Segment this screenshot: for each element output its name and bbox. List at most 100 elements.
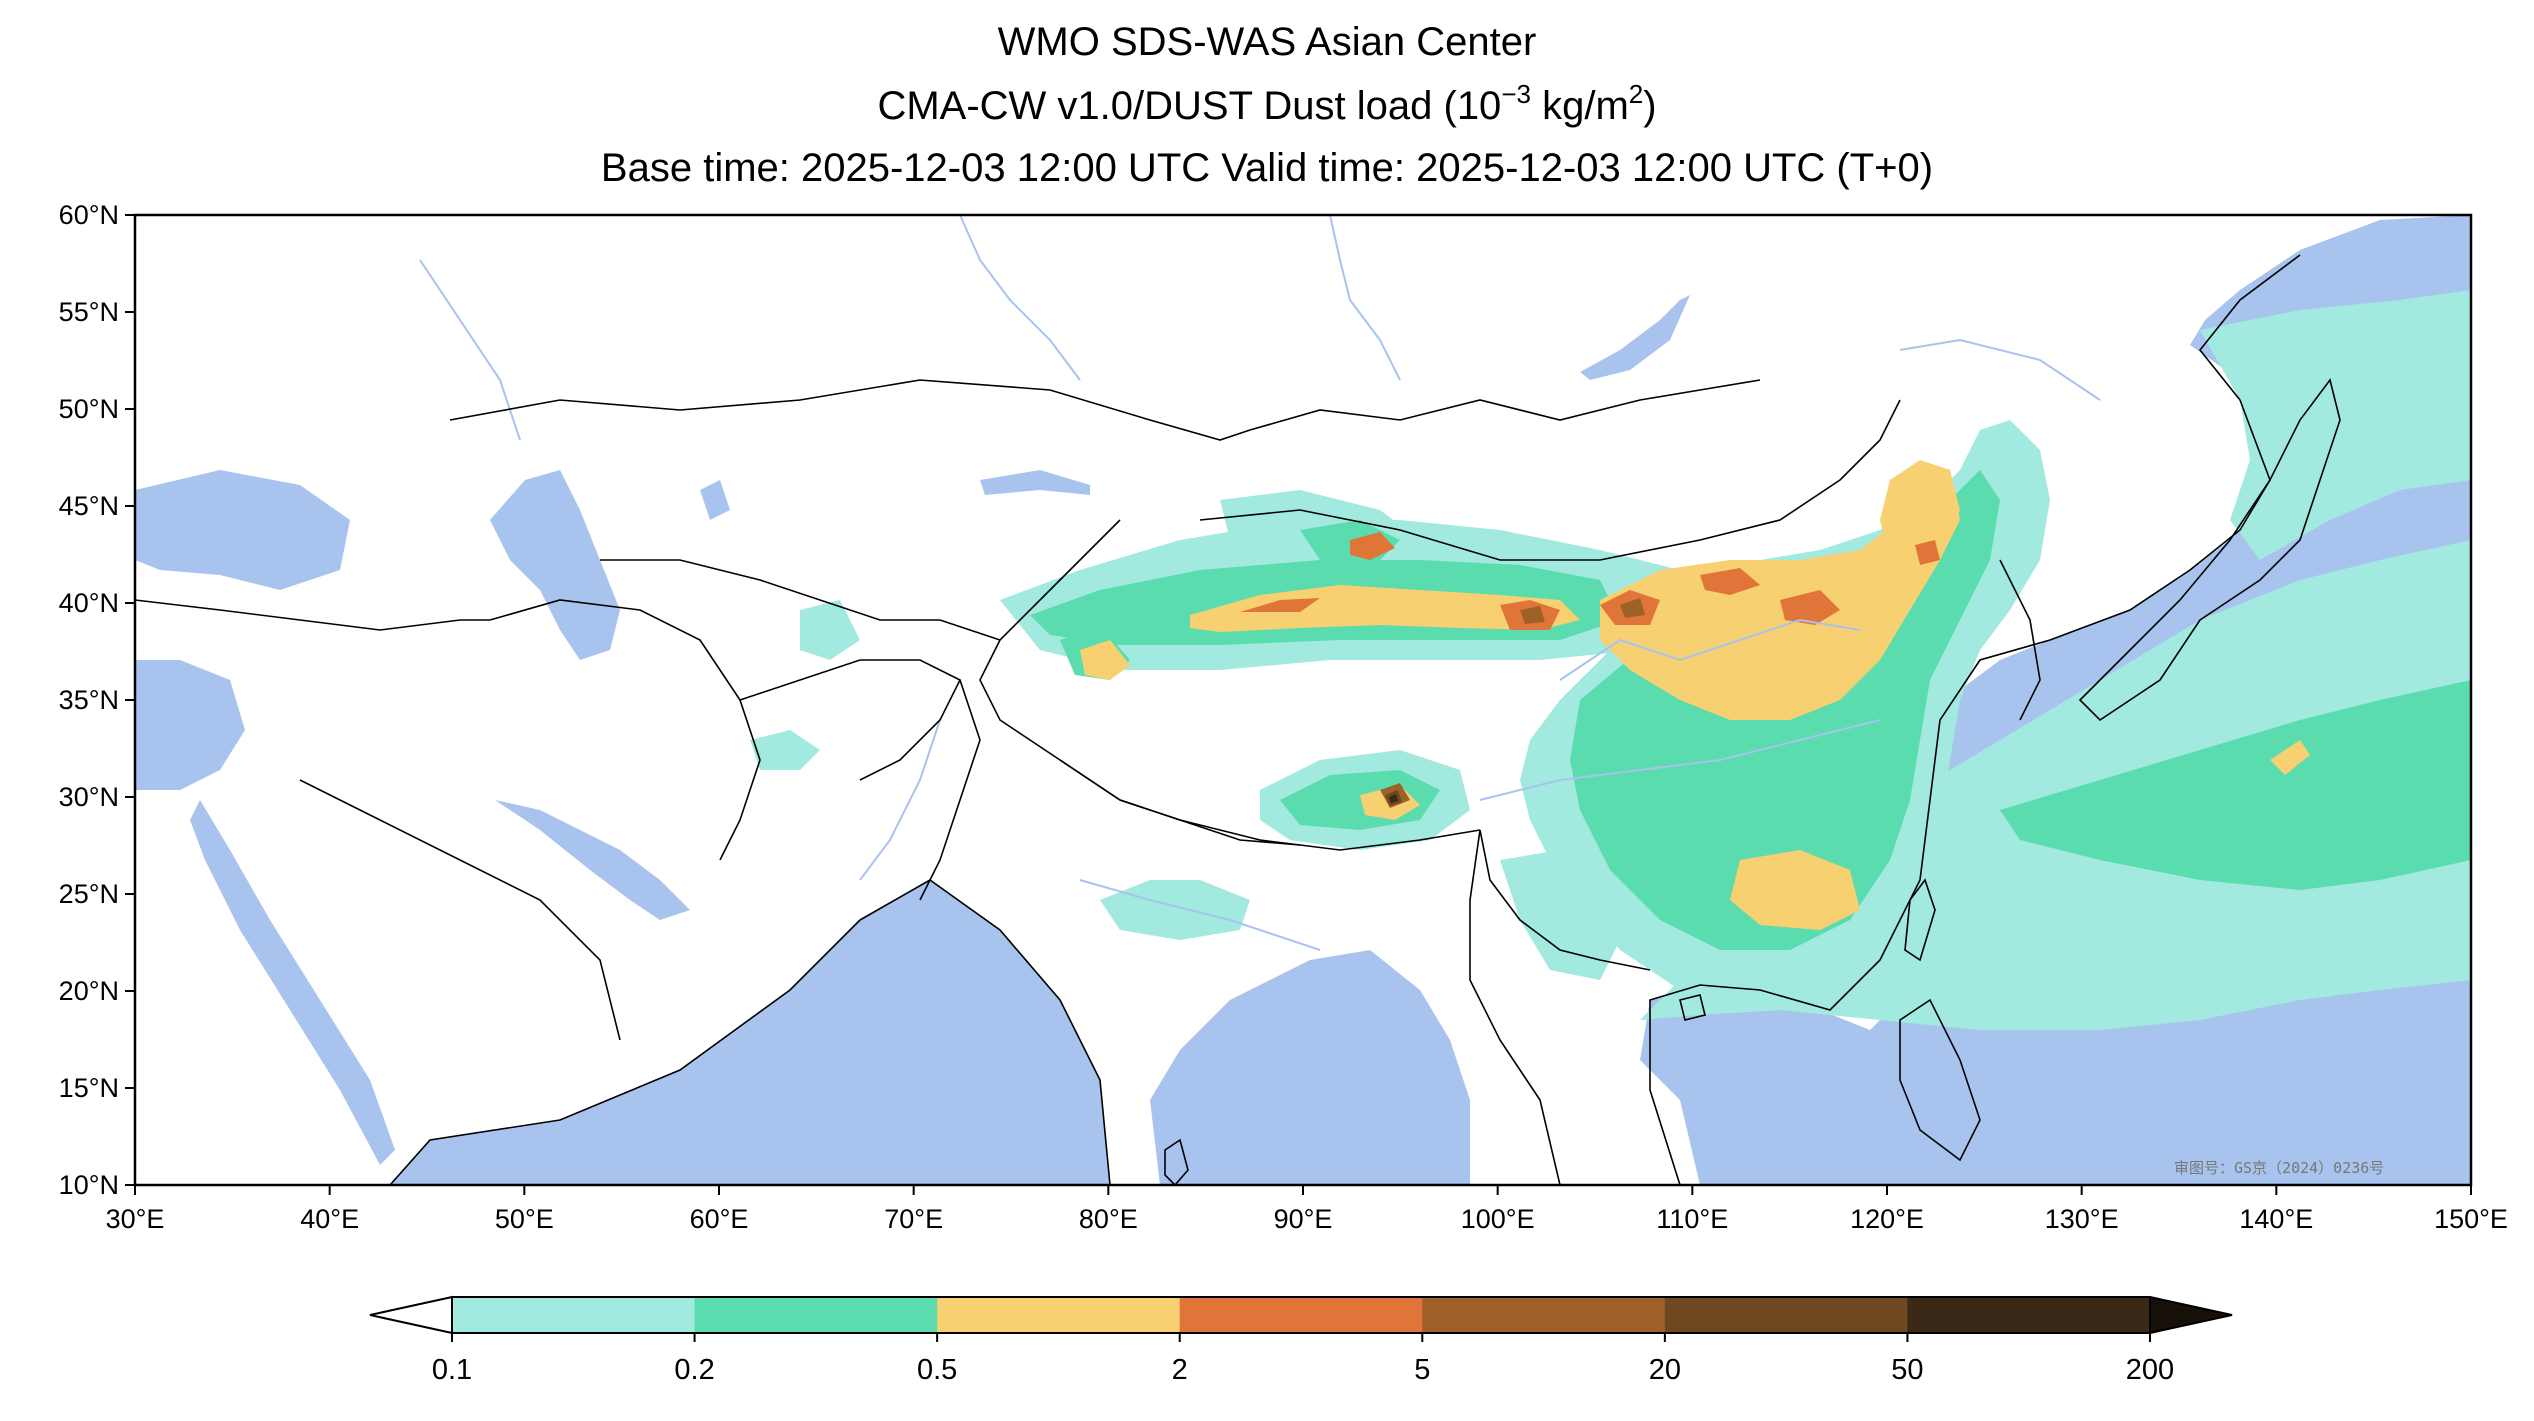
colorbar-segment <box>1422 1297 1666 1333</box>
lat-tick-label: 15°N <box>59 1073 119 1103</box>
border-layer <box>135 254 2341 1185</box>
border-kazakh-uzbek <box>600 559 1001 641</box>
dust-0.1-indochina <box>1500 850 1620 980</box>
dust-0.5-northeast <box>1880 460 1960 580</box>
border-russia-mongolia <box>1249 379 1761 431</box>
map-area <box>135 215 2471 1185</box>
lake-baikal <box>1580 295 1690 380</box>
coastline-taiwan <box>1904 878 1936 962</box>
latitude-ticks: 10°N 15°N 20°N 25°N 30°N 35°N 40°N 45°N 50°N 55°N… <box>59 200 135 1200</box>
dust-50-tibet <box>1389 794 1398 803</box>
coastline-philippines <box>1899 998 1981 1162</box>
coastline-sri-lanka <box>1164 1138 1189 1185</box>
subtitle-exponent: −3 <box>1501 78 1531 109</box>
lon-tick-label: 130°E <box>2045 1204 2119 1234</box>
lat-tick-label: 55°N <box>59 297 119 327</box>
dust-0.1-india-north <box>1100 880 1250 940</box>
border-india-nepal <box>1059 759 1301 846</box>
colorbar-segment <box>1179 1297 1423 1333</box>
dust-0.5-gobi-belt <box>1190 585 1580 632</box>
dust-2-north-china-b <box>1700 568 1760 595</box>
colorbar-tick-label: 20 <box>1649 1354 1681 1386</box>
colorbar-outline <box>451 1296 2151 1334</box>
bay-of-bengal <box>1150 950 1470 1185</box>
lon-tick-label: 110°E <box>1656 1204 1728 1234</box>
colorbar-tick-label: 0.5 <box>917 1354 957 1386</box>
colorbar-segment <box>937 1297 1181 1333</box>
dust-level-50 <box>1389 794 1398 803</box>
lat-tick-label: 35°N <box>59 685 119 715</box>
lon-tick-label: 90°E <box>1274 1204 1333 1234</box>
dust-0.5-west-spot <box>1080 640 1130 680</box>
lat-tick-label: 45°N <box>59 491 119 521</box>
subtitle-main: CMA-CW v1.0/DUST Dust load (10 <box>877 84 1502 128</box>
dust-2-northeast <box>1915 540 1940 565</box>
coastline-arabia <box>389 919 861 1185</box>
dust-5-inner-mongolia <box>1520 606 1545 624</box>
dust-0.1-central-asia <box>750 730 820 770</box>
dust-2-north-china-c <box>1780 590 1840 625</box>
border-pakistan-india <box>919 679 981 901</box>
colorbar-tick-label: 2 <box>1172 1354 1188 1386</box>
border-turkey <box>135 599 490 631</box>
lon-tick-label: 120°E <box>1850 1204 1924 1234</box>
colorbar-segment <box>1907 1297 2151 1333</box>
border-russia-kazakhstan <box>449 379 1251 441</box>
map-approval-watermark: 审图号：GS京（2024）0236号 <box>2174 1159 2385 1177</box>
border-southeast-asia <box>1469 829 1561 1185</box>
lake-balkhash <box>980 470 1090 495</box>
mediterranean-sea <box>135 660 245 790</box>
colorbar-tick-label: 5 <box>1414 1354 1430 1386</box>
dust-0.5-south-china <box>1730 850 1860 930</box>
colorbar-tick-label: 0.2 <box>674 1354 714 1386</box>
lat-tick-label: 10°N <box>59 1170 119 1200</box>
longitude-ticks: 30°E 40°E 50°E 60°E 70°E 80°E 90°E 100°E 110°E 12… <box>106 1185 2508 1234</box>
border-iran <box>489 599 761 861</box>
map-time-info: Base time: 2025-12-03 12:00 UTC Valid ti… <box>600 146 1934 190</box>
river-ob <box>959 215 1081 381</box>
dust-contours <box>750 290 2471 1030</box>
colorbar: 0.1 0.2 0.5 2 5 20 50 200 <box>369 1295 2233 1386</box>
lon-tick-label: 100°E <box>1461 1204 1535 1234</box>
caspian-sea <box>490 470 620 660</box>
lon-tick-label: 30°E <box>106 1204 165 1234</box>
border-china-south <box>1479 829 1651 971</box>
map-title: WMO SDS-WAS Asian Center <box>997 20 1537 64</box>
dust-2-gobi-a <box>1240 598 1320 612</box>
colorbar-segment <box>694 1297 938 1333</box>
river-ganges <box>1079 879 1321 951</box>
coastline-japan <box>2078 378 2341 722</box>
colorbar-segment <box>1664 1297 1908 1333</box>
dust-2-mongolia <box>1350 532 1395 560</box>
coastline-asia-east <box>1649 254 2301 1185</box>
lon-tick-label: 60°E <box>690 1204 749 1234</box>
lat-tick-label: 50°N <box>59 394 119 424</box>
lon-tick-label: 80°E <box>1079 1204 1138 1234</box>
border-china-mongolia <box>1199 399 1901 561</box>
dust-5-north-china <box>1620 598 1645 618</box>
lat-tick-label: 25°N <box>59 879 119 909</box>
lat-tick-label: 40°N <box>59 588 119 618</box>
river-indus <box>859 719 941 881</box>
subtitle-unit: kg/m <box>1530 84 1629 128</box>
black-sea <box>135 470 350 590</box>
dust-0.1-north-pacific <box>2200 290 2471 560</box>
lon-tick-label: 70°E <box>884 1204 943 1234</box>
subtitle-end: ) <box>1643 84 1657 128</box>
border-korea <box>1999 559 2041 721</box>
colorbar-tick-label: 50 <box>1891 1354 1923 1386</box>
coastline-hainan <box>1679 994 1706 1021</box>
colorbar-tick-label: 0.1 <box>432 1354 472 1386</box>
colorbar-under-triangle <box>369 1295 453 1335</box>
colorbar-over-triangle <box>2149 1295 2233 1335</box>
persian-gulf <box>495 800 690 920</box>
border-afghanistan <box>739 659 962 781</box>
river-yellow <box>1559 618 1861 681</box>
river-yangtze <box>1479 719 1881 801</box>
river-volga <box>419 259 521 441</box>
arabian-sea <box>390 880 1110 1185</box>
colorbar-segment <box>452 1297 696 1333</box>
river-layer <box>419 215 2101 951</box>
colorbar-tick-label: 200 <box>2126 1354 2174 1386</box>
